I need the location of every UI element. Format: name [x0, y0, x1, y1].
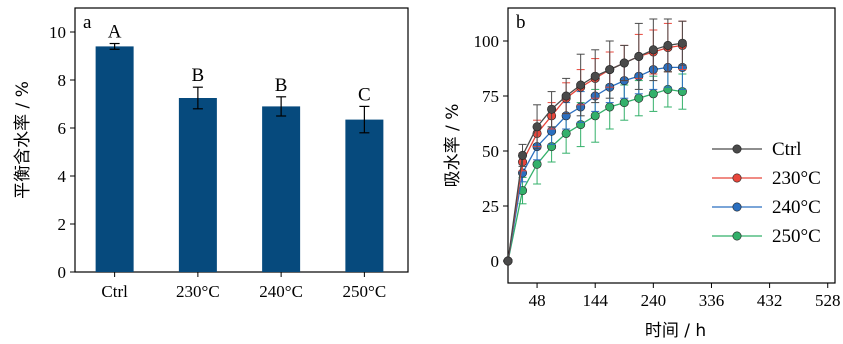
panel-b-data-point	[677, 38, 687, 48]
panel-b-data-point	[605, 65, 615, 75]
panel-a-significance-letter: B	[275, 75, 288, 96]
panel-b-y-tick-label: 100	[474, 32, 500, 51]
panel-b-y-tick-label: 0	[491, 252, 500, 271]
panel-b-y-ticks: 0 25 50 75 100	[474, 32, 508, 271]
panel-b-legend: Ctrl 230°C 240°C 250°C	[712, 139, 821, 247]
panel-a-bar	[262, 106, 301, 273]
panel-b-y-axis-label: 吸水率 / %	[443, 104, 463, 188]
panel-b-data-point	[503, 256, 513, 266]
panel-b-data-point	[561, 91, 571, 101]
panel-a-y-ticks: 0 2 4 6 8 10	[49, 23, 75, 282]
panel-a-y-tick-label: 6	[58, 119, 67, 138]
panel-b-frame	[507, 7, 836, 284]
panel-a-frame	[74, 7, 409, 273]
panel-a-bar	[178, 98, 217, 272]
panel-b-data-point	[547, 104, 557, 114]
panel-b-legend-item: 230°C	[712, 168, 821, 189]
panel-a-x-ticks: Ctrl 230°C 240°C 250°C	[101, 272, 386, 301]
panel-b-x-tick-label: 528	[815, 291, 841, 310]
panel-b-data-point	[619, 98, 629, 108]
panel-a-x-tick-label: 250°C	[343, 282, 387, 301]
panel-a-letter: a	[83, 12, 92, 33]
panel-a-y-tick-label: 8	[58, 71, 67, 90]
panel-b-legend-label: 240°C	[772, 197, 821, 218]
panel-b-data-point	[648, 89, 658, 99]
panel-b-data-point	[590, 71, 600, 81]
panel-b-series	[503, 18, 687, 266]
panel-a-bar	[345, 119, 384, 272]
panel-a-y-tick-label: 2	[58, 215, 67, 234]
panel-b-x-axis-label: 时间 / h	[645, 321, 706, 341]
panel-b-y-tick-label: 25	[482, 197, 499, 216]
panel-a-y-tick-label: 4	[58, 167, 67, 186]
panel-b-legend-marker	[732, 202, 742, 212]
panel-b-data-point	[619, 58, 629, 68]
panel-b-x-tick-label: 240	[641, 291, 667, 310]
panel-a-x-tick-label: 230°C	[176, 282, 220, 301]
panel-b-legend-item: 240°C	[712, 197, 821, 218]
panel-a-y-tick-label: 10	[49, 23, 66, 42]
panel-b-legend-label: Ctrl	[772, 139, 802, 160]
panel-b-legend-marker	[732, 144, 742, 154]
panel-a-significance-letter: B	[192, 65, 205, 86]
panel-b-y-tick-label: 75	[482, 87, 499, 106]
panel-b-data-point	[532, 122, 542, 132]
panel-a-y-axis-label: 平衡含水率 / %	[13, 81, 33, 199]
panel-b-legend-marker	[732, 231, 742, 241]
panel-b-legend-item: 250°C	[712, 226, 821, 247]
panel-b-data-point	[634, 93, 644, 103]
panel-b-data-point	[663, 40, 673, 50]
panel-a-x-tick-label: Ctrl	[101, 282, 128, 301]
panel-b-legend-label: 250°C	[772, 226, 821, 247]
panel-a-significance-letter: C	[358, 84, 371, 105]
panel-b-legend-label: 230°C	[772, 168, 821, 189]
panel-b-data-point	[532, 159, 542, 169]
panel-b-x-tick-label: 432	[757, 291, 783, 310]
panel-b-data-point	[605, 102, 615, 112]
panel-b-legend-item: Ctrl	[712, 139, 802, 160]
panel-b-letter: b	[516, 12, 526, 33]
panel-b-legend-marker	[732, 173, 742, 183]
panel-b-data-point	[576, 80, 586, 90]
panel-a-bars: A B B C	[95, 22, 384, 273]
panel-b-data-point	[590, 111, 600, 121]
panel-b-data-point	[561, 128, 571, 138]
panel-a-significance-letter: A	[108, 22, 122, 43]
panel-b-x-ticks: 48 144 240 336 432 528	[529, 283, 841, 310]
panel-a-bar	[95, 46, 134, 273]
panel-b-data-point	[518, 150, 528, 160]
panel-b-data-point	[648, 45, 658, 55]
panel-b-x-tick-label: 144	[582, 291, 608, 310]
panel-a-y-tick-label: 0	[58, 263, 67, 282]
panel-b-x-tick-label: 48	[529, 291, 546, 310]
panel-a-x-tick-label: 240°C	[259, 282, 303, 301]
panel-b-y-tick-label: 50	[482, 142, 499, 161]
panel-b-data-point	[634, 51, 644, 61]
panel-b-series-ctrl	[503, 18, 687, 266]
panel-b-x-tick-label: 336	[699, 291, 725, 310]
